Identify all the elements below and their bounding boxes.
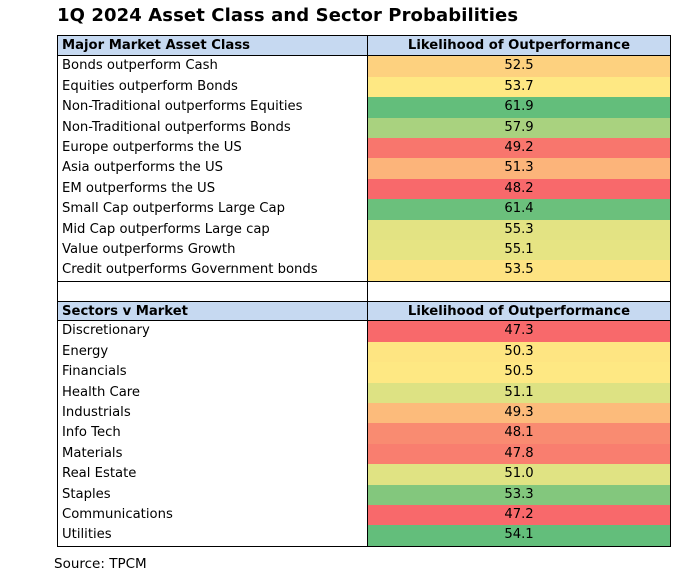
row-label: Communications [58,504,368,526]
row-value: 50.5 [368,362,670,383]
table-row: Equities outperform Bonds 53.7 [58,76,670,98]
table-row: Discretionary 47.3 [58,321,670,342]
row-value: 48.1 [368,423,670,444]
sector-header-label: Sectors v Market [58,302,368,321]
table-row: Europe outperforms the US 49.2 [58,137,670,159]
row-value: 61.4 [368,199,670,220]
table-row: Communications 47.2 [58,504,670,526]
row-label: Materials [58,443,368,465]
row-value: 51.1 [368,382,670,404]
sector-header-value: Likelihood of Outperformance [407,304,631,320]
table-row: Small Cap outperforms Large Cap 61.4 [58,199,670,220]
table-row: Utilities 54.1 [58,525,670,546]
spacer-cell [58,281,368,302]
row-label: Staples [58,484,368,505]
table-row: Health Care 51.1 [58,382,670,404]
table-row: Mid Cap outperforms Large cap 55.3 [58,219,670,240]
row-value: 55.3 [368,219,670,240]
source-note: Source: TPCM [54,556,147,572]
row-value: 48.2 [368,178,670,200]
row-value: 55.1 [368,239,670,261]
row-label: Non-Traditional outperforms Bonds [58,117,368,138]
row-value: 61.9 [368,97,670,118]
table-row: Staples 53.3 [58,484,670,505]
row-label: Energy [58,341,368,363]
page-title: 1Q 2024 Asset Class and Sector Probabili… [57,5,519,26]
row-label: Small Cap outperforms Large Cap [58,199,368,220]
row-label: Credit outperforms Government bonds [58,260,368,281]
row-label: Utilities [58,525,368,546]
row-value: 57.9 [368,117,670,138]
table-row: Bonds outperform Cash 52.5 [58,56,670,77]
row-label: Non-Traditional outperforms Equities [58,97,368,118]
row-label: Europe outperforms the US [58,137,368,159]
table-row: Real Estate 51.0 [58,464,670,485]
row-value: 53.5 [368,260,670,281]
probability-table: Major Market Asset Class Likelihood of O… [57,35,671,547]
row-label: Bonds outperform Cash [58,56,368,77]
row-label: Discretionary [58,321,368,342]
table-row: Asia outperforms the US 51.3 [58,158,670,179]
row-label: Value outperforms Growth [58,239,368,261]
table-row: Financials 50.5 [58,362,670,383]
row-value: 47.3 [368,321,670,342]
table-row: Materials 47.8 [58,443,670,465]
row-label: Info Tech [58,423,368,444]
asset-class-rows: Bonds outperform Cash 52.5 Equities outper… [58,56,670,281]
sector-rows: Discretionary 47.3 Energy 50.3 Financials 50.… [58,321,670,546]
row-value: 47.8 [368,443,670,465]
row-label: Asia outperforms the US [58,158,368,179]
row-value: 51.3 [368,158,670,179]
table-row: Value outperforms Growth 55.1 [58,239,670,261]
row-label: EM outperforms the US [58,178,368,200]
row-value: 52.5 [368,56,670,77]
row-label: Real Estate [58,464,368,485]
row-value: 47.2 [368,504,670,526]
row-value: 53.3 [368,484,670,505]
row-label: Industrials [58,403,368,424]
row-value: 53.7 [368,76,670,98]
table-row: Non-Traditional outperforms Equities 61.9 [58,97,670,118]
asset-class-header-row: Major Market Asset Class Likelihood of O… [58,36,670,57]
row-label: Mid Cap outperforms Large cap [58,219,368,240]
row-label: Health Care [58,382,368,404]
row-label: Financials [58,362,368,383]
row-label: Equities outperform Bonds [58,76,368,98]
table-row: Energy 50.3 [58,341,670,363]
table-row: Non-Traditional outperforms Bonds 57.9 [58,117,670,138]
row-value: 54.1 [368,525,670,546]
row-value: 49.2 [368,137,670,159]
table-row: Credit outperforms Government bonds 53.5 [58,260,670,281]
asset-class-header-label: Major Market Asset Class [58,36,368,56]
row-value: 49.3 [368,403,670,424]
row-value: 50.3 [368,341,670,363]
row-value: 51.0 [368,464,670,485]
sector-header-row: Sectors v Market Likelihood of Outperfor… [58,301,670,322]
table-row: Industrials 49.3 [58,403,670,424]
table-row: Info Tech 48.1 [58,423,670,444]
asset-class-header-value: Likelihood of Outperformance [407,38,631,53]
table-row: EM outperforms the US 48.2 [58,178,670,200]
section-spacer [58,280,670,302]
